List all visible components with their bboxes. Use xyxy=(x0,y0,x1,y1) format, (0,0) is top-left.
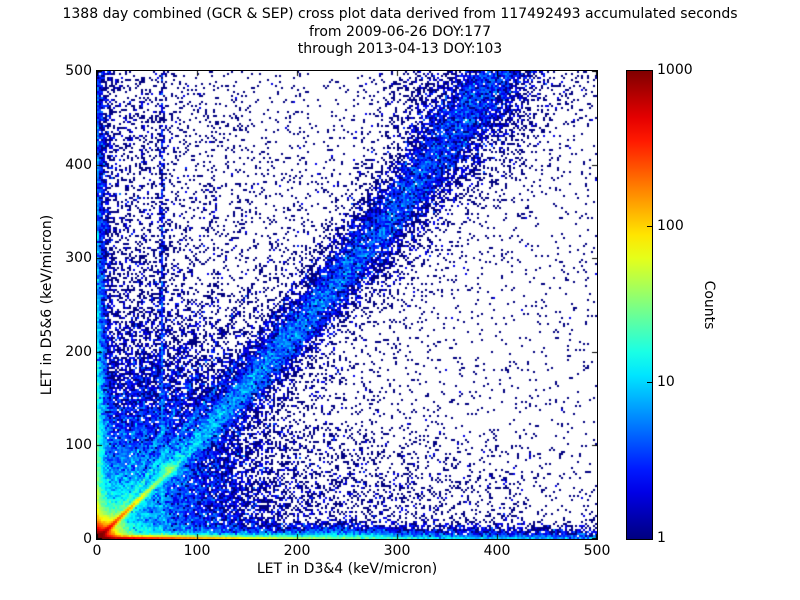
colorbar-label: Counts xyxy=(701,280,717,330)
y-axis-label: LET in D5&6 (keV/micron) xyxy=(39,214,55,396)
title-line-1: 1388 day combined (GCR & SEP) cross plot… xyxy=(62,6,738,22)
colorbar xyxy=(626,70,653,540)
plot-area xyxy=(96,70,598,540)
colorbar-gradient xyxy=(627,71,652,539)
y-tick-label: 0 xyxy=(83,531,92,547)
x-tick-label: 100 xyxy=(183,543,211,559)
x-axis-label: LET in D3&4 (keV/micron) xyxy=(256,561,438,577)
colorbar-tick-label: 1000 xyxy=(657,62,693,78)
x-tick-label: 200 xyxy=(283,543,311,559)
y-tick-label: 500 xyxy=(65,63,92,79)
y-tick-label: 100 xyxy=(65,437,92,454)
x-tick-label: 400 xyxy=(483,543,511,559)
colorbar-tick-label: 10 xyxy=(657,374,675,390)
colorbar-tick-mark xyxy=(647,226,652,227)
page-title: 1388 day combined (GCR & SEP) cross plot… xyxy=(0,6,800,59)
colorbar-tick-label: 1 xyxy=(657,530,666,546)
title-line-3: through 2013-04-13 DOY:103 xyxy=(297,41,503,57)
title-line-2: from 2009-06-26 DOY:177 xyxy=(308,23,491,40)
y-tick-label: 200 xyxy=(65,343,92,360)
x-tick-label: 300 xyxy=(383,543,411,559)
colorbar-tick-label: 100 xyxy=(657,218,684,234)
x-tick-label: 500 xyxy=(583,543,611,559)
y-tick-label: 300 xyxy=(65,250,92,267)
density-plot-canvas xyxy=(97,71,597,539)
x-tick-label: 0 xyxy=(92,543,102,559)
y-tick-label: 400 xyxy=(65,156,92,173)
colorbar-tick-mark xyxy=(647,382,652,383)
